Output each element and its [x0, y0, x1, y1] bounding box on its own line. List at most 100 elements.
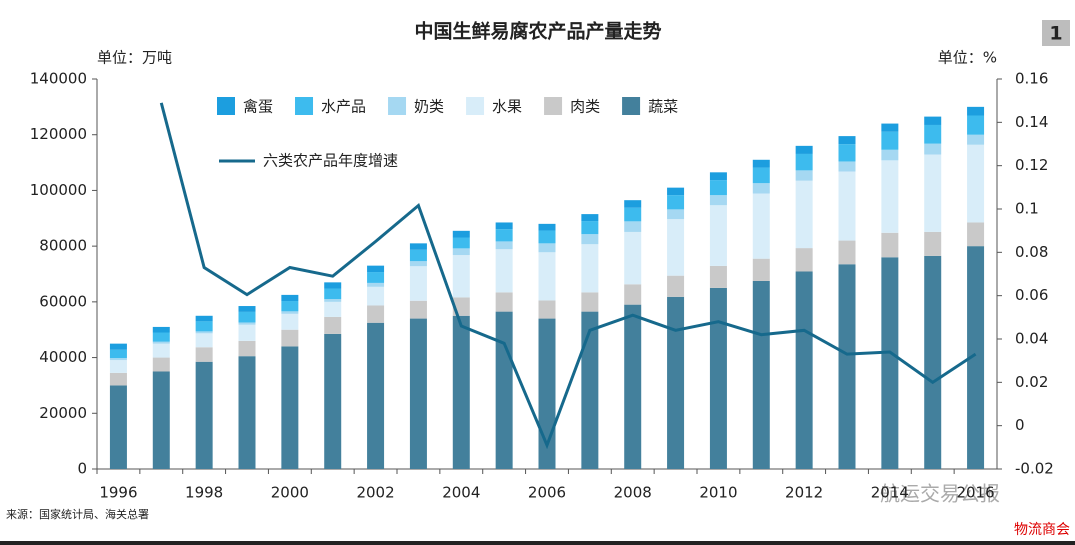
bar-segment: [281, 346, 299, 469]
y-tick-label: 140000: [30, 70, 87, 88]
bar-segment: [967, 144, 985, 223]
bar-segment: [495, 229, 513, 242]
bar-segment: [452, 255, 470, 298]
bar-segment: [581, 214, 599, 222]
bar-segment: [667, 209, 685, 220]
badge: 1: [1049, 23, 1062, 45]
bar-segment: [152, 357, 170, 372]
bar-segment: [924, 255, 942, 469]
bar-segment: [924, 116, 942, 125]
bar-segment: [538, 252, 556, 301]
bar-segment: [152, 371, 170, 469]
bar-segment: [324, 282, 342, 289]
bar-segment: [195, 333, 213, 348]
bar-segment: [238, 306, 256, 312]
x-tick-label: 2008: [614, 484, 652, 502]
legend-swatch: [622, 97, 641, 115]
bar-segment: [752, 183, 770, 194]
bar-segment: [281, 329, 299, 347]
bar-segment: [109, 360, 127, 373]
y-tick-label: 0: [77, 460, 87, 478]
bar-segment: [881, 131, 899, 150]
bar-segment: [367, 265, 385, 273]
bar-segment: [195, 361, 213, 469]
bar-segment: [495, 311, 513, 469]
bar-segment: [538, 223, 556, 231]
bar-segment: [667, 296, 685, 469]
bar-segment: [238, 311, 256, 323]
y-unit: 单位：万吨: [97, 49, 172, 67]
bar-segment: [152, 332, 170, 342]
bar-segment: [109, 349, 127, 359]
bar-segment: [795, 170, 813, 181]
bar-segment: [281, 301, 299, 312]
bar-segment: [452, 230, 470, 238]
y2-tick-label: 0.06: [1015, 286, 1048, 304]
bar-segment: [624, 200, 642, 208]
bar-segment: [367, 305, 385, 323]
bar-segment: [795, 145, 813, 154]
bar-segment: [367, 272, 385, 283]
bar-segment: [281, 294, 299, 302]
bar-segment: [495, 292, 513, 312]
bar-segment: [538, 230, 556, 244]
bar-segment: [238, 340, 256, 357]
line-series: [159, 102, 977, 450]
bar-segment: [109, 385, 127, 469]
y2-tick-label: 0.12: [1015, 156, 1048, 174]
bar-segment: [752, 258, 770, 281]
bar-segment: [838, 240, 856, 265]
y2-tick-label: 0.1: [1015, 200, 1039, 218]
x-tick-label: 1998: [185, 484, 223, 502]
bar-segment: [452, 237, 470, 249]
bar-segment: [709, 172, 727, 181]
bar-segment: [367, 282, 385, 287]
bar-segment: [109, 343, 127, 350]
bar-segment: [581, 244, 599, 293]
bar-segment: [838, 144, 856, 162]
bottom-strip: [0, 541, 1075, 545]
bar-segment: [667, 187, 685, 196]
watermark: 航运交易公报: [880, 482, 1000, 506]
bar-segment: [409, 300, 427, 319]
bar-segment: [624, 284, 642, 305]
bar-segment: [367, 322, 385, 469]
bar-segment: [752, 193, 770, 259]
x-tick-label: 2012: [785, 484, 823, 502]
legend-label: 禽蛋: [243, 98, 273, 116]
x-tick-label: 2014: [871, 484, 909, 502]
bar-segment: [667, 195, 685, 210]
bar-segment: [924, 143, 942, 155]
legend-label: 六类农产品年度增速: [263, 152, 398, 170]
chart-title: 中国生鲜易腐农产品产量走势: [414, 20, 661, 43]
bar-segment: [752, 159, 770, 168]
bar-segment: [967, 115, 985, 135]
x-tick-label: 2002: [356, 484, 394, 502]
bar-segment: [924, 231, 942, 256]
bar-segment: [709, 195, 727, 206]
bar-segment: [881, 160, 899, 233]
bar-segment: [667, 275, 685, 297]
y-tick-label: 40000: [39, 348, 87, 366]
bar-segment: [581, 221, 599, 235]
bar-segment: [709, 180, 727, 196]
bar-segment: [709, 265, 727, 288]
x-tick-label: 1996: [99, 484, 137, 502]
bar-segment: [838, 264, 856, 469]
y-tick-label: 100000: [30, 181, 87, 199]
bar-segment: [195, 347, 213, 362]
bar-segment: [195, 331, 213, 334]
bar-segment: [538, 300, 556, 319]
bar-segment: [581, 311, 599, 469]
x-tick-label: 2010: [699, 484, 737, 502]
legend-label: 肉类: [570, 98, 600, 116]
bar-segment: [324, 288, 342, 300]
x-tick-label: 2016: [956, 484, 994, 502]
y2-tick-label: 0.16: [1015, 70, 1048, 88]
bar-segment: [409, 243, 427, 250]
x-tick-label: 2004: [442, 484, 480, 502]
bar-segment: [281, 311, 299, 314]
y2-tick-label: -0.02: [1015, 460, 1054, 478]
bar-segment: [709, 287, 727, 469]
